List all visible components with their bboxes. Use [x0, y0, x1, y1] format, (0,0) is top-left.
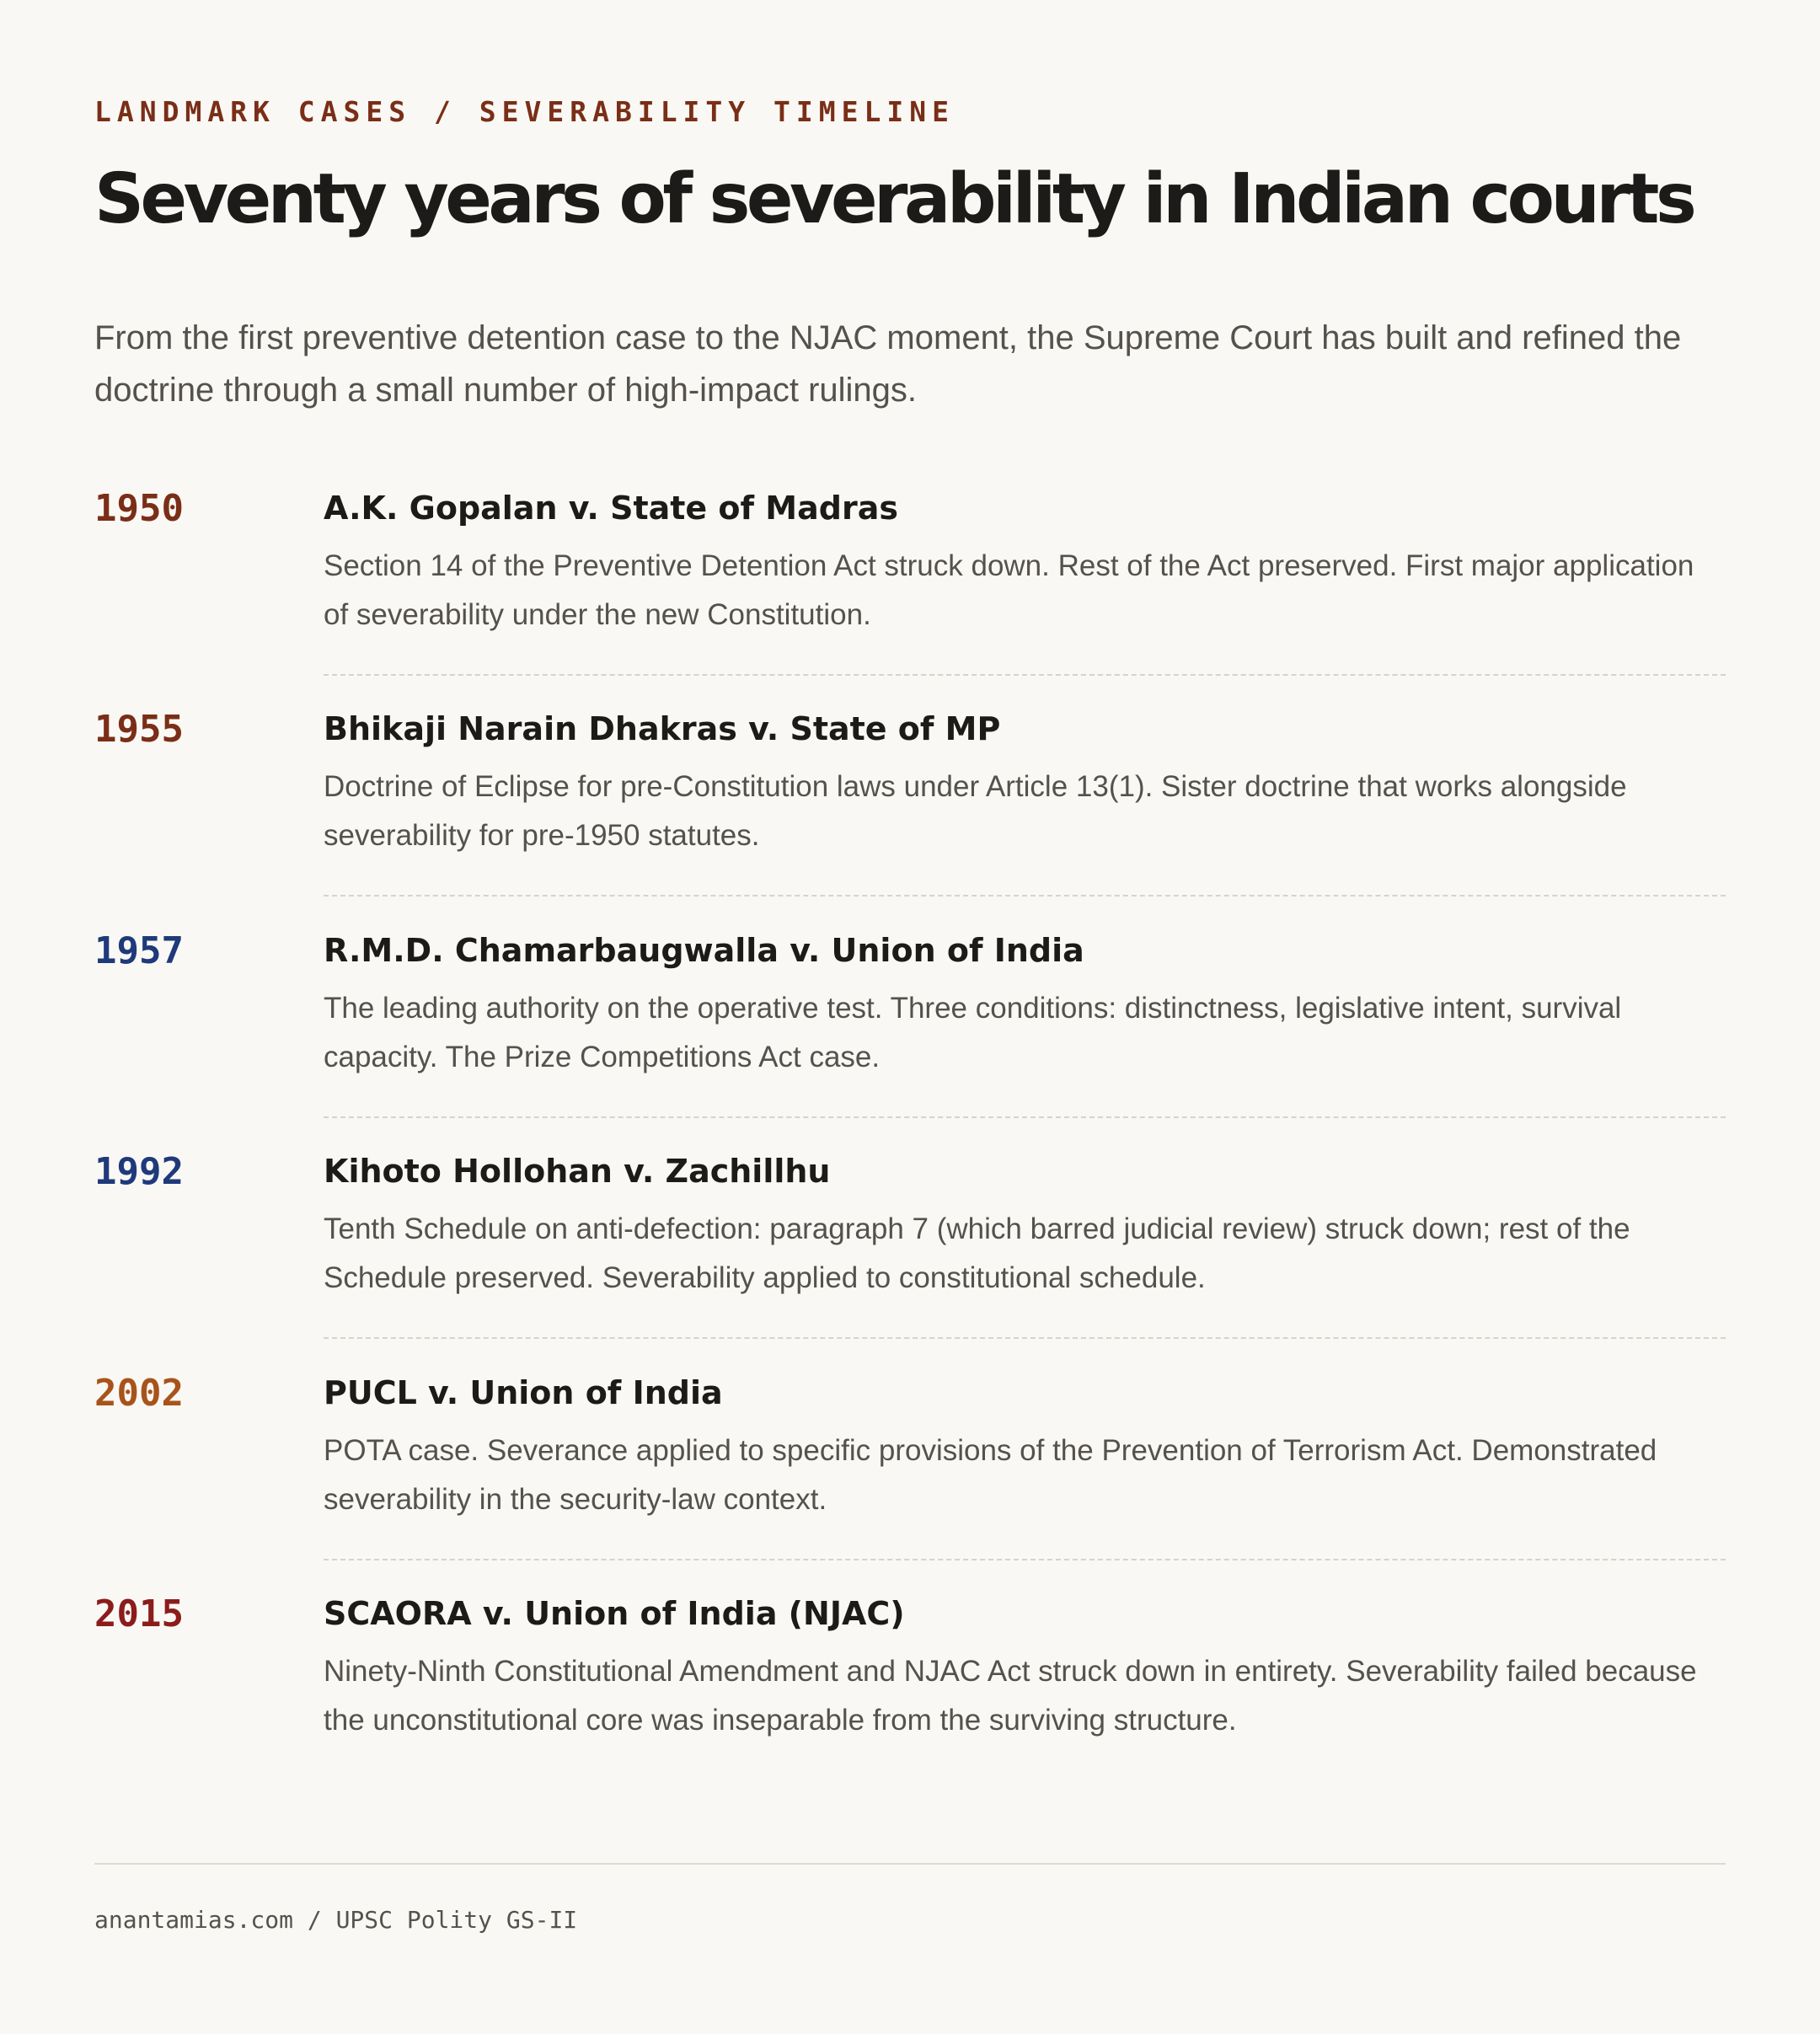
entry-year: 1992: [94, 1150, 184, 1193]
entry-year: 1955: [94, 708, 184, 751]
timeline-entry: 2015 SCAORA v. Union of India (NJAC) Nin…: [94, 1591, 1726, 1812]
entry-case-title: SCAORA v. Union of India (NJAC): [324, 1595, 905, 1632]
entry-year: 1957: [94, 929, 184, 972]
entry-year: 2015: [94, 1592, 184, 1635]
entry-summary: Tenth Schedule on anti-defection: paragr…: [324, 1212, 1630, 1294]
entry-year: 1950: [94, 487, 184, 530]
entry-summary: The leading authority on the operative t…: [324, 992, 1622, 1073]
entry-case-title: R.M.D. Chamarbaugwalla v. Union of India: [324, 932, 1084, 969]
footer-divider: [94, 1863, 1726, 1865]
entry-case-title: A.K. Gopalan v. State of Madras: [324, 490, 898, 527]
timeline-entry: 1957 R.M.D. Chamarbaugwalla v. Union of …: [94, 928, 1726, 1148]
entry-divider: [324, 895, 1726, 897]
footer-credit: anantamias.com / UPSC Polity GS-II: [94, 1906, 578, 1934]
timeline-entry: 1950 A.K. Gopalan v. State of Madras Sec…: [94, 485, 1726, 706]
timeline-entry: 2002 PUCL v. Union of India POTA case. S…: [94, 1370, 1726, 1591]
entry-case-title: Kihoto Hollohan v. Zachillhu: [324, 1153, 831, 1190]
intro-paragraph: From the first preventive detention case…: [94, 319, 1682, 409]
entry-summary: Doctrine of Eclipse for pre-Constitution…: [324, 770, 1627, 852]
entry-case-title: Bhikaji Narain Dhakras v. State of MP: [324, 710, 1001, 747]
timeline-entry: 1992 Kihoto Hollohan v. Zachillhu Tenth …: [94, 1148, 1726, 1369]
entry-summary: POTA case. Severance applied to specific…: [324, 1434, 1657, 1516]
entry-divider: [324, 1337, 1726, 1339]
entry-year: 2002: [94, 1372, 184, 1415]
eyebrow-label: LANDMARK CASES / SEVERABILITY TIMELINE: [94, 95, 955, 128]
entry-case-title: PUCL v. Union of India: [324, 1374, 723, 1411]
page-title: Seventy years of severability in Indian …: [94, 159, 1697, 239]
timeline-entry: 1955 Bhikaji Narain Dhakras v. State of …: [94, 706, 1726, 927]
entry-summary: Ninety-Ninth Constitutional Amendment an…: [324, 1655, 1697, 1737]
entry-divider: [324, 674, 1726, 676]
entry-divider: [324, 1116, 1726, 1118]
entry-divider: [324, 1559, 1726, 1560]
entry-summary: Section 14 of the Preventive Detention A…: [324, 549, 1694, 631]
